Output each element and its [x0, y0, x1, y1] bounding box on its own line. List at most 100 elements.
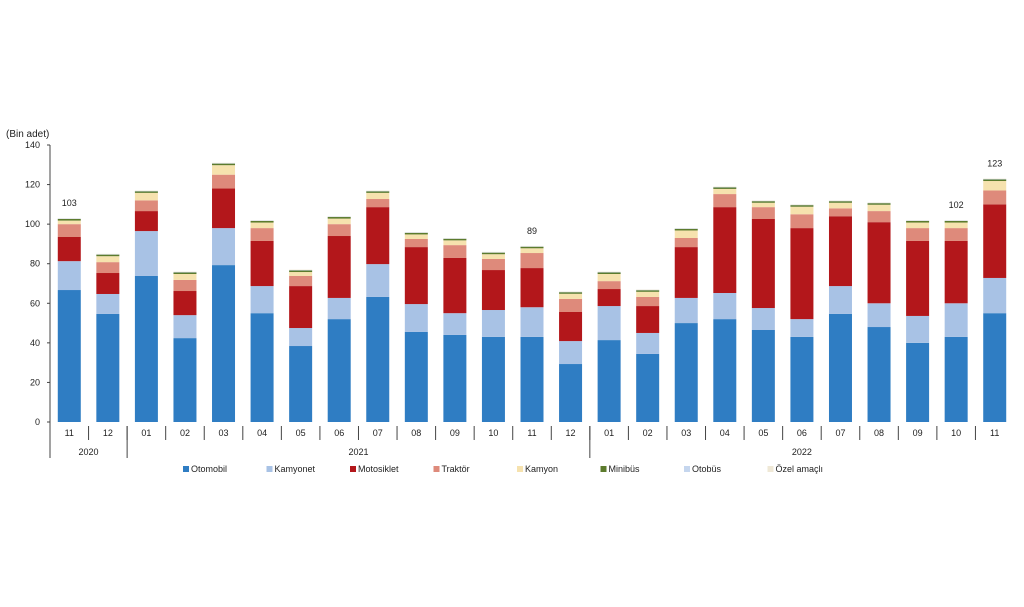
bar-segment-kamyonet [713, 292, 737, 320]
y-tick-label: 40 [30, 338, 40, 348]
y-tick-label: 120 [25, 180, 40, 190]
bar-segment-trakt-r [327, 224, 351, 237]
data-label: 123 [987, 159, 1002, 169]
bar-segment-minib-s [983, 179, 1007, 182]
legend-label: Kamyon [525, 464, 558, 474]
bar-segment-trakt-r [404, 238, 428, 248]
bar-segment-motosiklet [212, 188, 236, 229]
bar-segment-otomobil [96, 313, 120, 422]
bar-segment-trakt-r [867, 211, 891, 223]
bar-segment-otomobil [559, 364, 583, 422]
bar-segment-motosiklet [559, 311, 583, 342]
bar-segment-otomobil [983, 313, 1007, 422]
bar-segment-minib-s [713, 187, 737, 189]
bar-segment-kamyonet [327, 297, 351, 320]
bar-segment-otomobil [828, 313, 852, 422]
bar-segment-trakt-r [520, 253, 544, 269]
bar-segment-kamyon [674, 230, 698, 238]
data-label: 89 [527, 226, 537, 236]
bar-segment-minib-s [751, 201, 775, 203]
bar-segment-trakt-r [674, 237, 698, 248]
bar-segment-trakt-r [944, 228, 968, 241]
bar-segment-motosiklet [327, 236, 351, 298]
bar-segment-minib-s [944, 220, 968, 223]
bar-segment-kamyon [481, 254, 505, 259]
bar-segment-motosiklet [983, 204, 1007, 278]
bar-segment-trakt-r [713, 194, 737, 208]
legend-label: Otobüs [692, 464, 722, 474]
bar-segment-minib-s [250, 220, 274, 223]
legend-swatch [183, 466, 189, 472]
x-tick-label: 02 [643, 428, 653, 438]
bar-segment-trakt-r [828, 208, 852, 217]
bar-segment-minib-s [674, 228, 698, 231]
x-tick-label: 01 [141, 428, 151, 438]
bar-segment-otomobil [520, 336, 544, 422]
legend-swatch [266, 466, 273, 472]
bar-segment-trakt-r [751, 207, 775, 219]
bar-segment-otomobil [597, 340, 621, 422]
legend-label: Özel amaçlı [776, 464, 824, 474]
x-tick-label: 03 [681, 428, 691, 438]
bar-segment-kamyon [713, 188, 737, 195]
legend-swatch [433, 466, 440, 472]
bar-segment-otomobil [57, 290, 81, 422]
bar-segment-kamyonet [597, 306, 621, 341]
bar-segment-kamyonet [674, 297, 698, 324]
bar-segment-kamyon [559, 293, 583, 299]
bar-segment-kamyon [134, 192, 158, 201]
bar-segment-minib-s [790, 205, 814, 207]
bar-segment-otomobil [906, 342, 930, 422]
bar-segment-kamyonet [906, 315, 930, 343]
bar-segment-motosiklet [674, 247, 698, 298]
bar-segment-kamyon [289, 272, 313, 276]
bar-segment-kamyonet [944, 303, 968, 337]
bar-segment-motosiklet [906, 240, 930, 316]
bar-segment-minib-s [597, 272, 621, 275]
bar-segment-kamyonet [751, 308, 775, 330]
bar-segment-otomobil [867, 327, 891, 422]
bar-segment-kamyon [212, 165, 236, 175]
x-tick-label: 06 [334, 428, 344, 438]
bar-segment-kamyonet [134, 231, 158, 276]
bar-segment-trakt-r [212, 174, 236, 189]
bar-segment-motosiklet [636, 306, 660, 333]
y-tick-label: 0 [35, 417, 40, 427]
x-tick-label: 09 [913, 428, 923, 438]
bar-segment-kamyonet [366, 264, 390, 297]
x-tick-label: 08 [411, 428, 421, 438]
x-tick-label: 11 [527, 428, 536, 438]
bar-segment-otomobil [636, 353, 660, 422]
bar-segment-motosiklet [520, 268, 544, 308]
bar-segment-kamyonet [983, 277, 1007, 314]
bar-segment-otomobil [790, 336, 814, 422]
bar-segment-motosiklet [828, 216, 852, 287]
bar-segment-otomobil [713, 319, 737, 422]
year-label: 2021 [348, 447, 368, 457]
x-tick-label: 06 [797, 428, 807, 438]
bar-segment-motosiklet [944, 240, 968, 304]
y-tick-label: 60 [30, 298, 40, 308]
x-tick-label: 05 [758, 428, 768, 438]
bar-segment-kamyonet [636, 332, 660, 354]
x-tick-label: 04 [257, 428, 267, 438]
x-tick-label: 12 [103, 428, 113, 438]
bar-segment-trakt-r [790, 214, 814, 229]
bar-segment-trakt-r [289, 275, 313, 287]
axes: 02 04 06 08 0 100 12 01 40 [25, 140, 976, 458]
bar-segment-minib-s [173, 272, 197, 275]
bar-segment-otomobil [134, 275, 158, 422]
bar-segment-motosiklet [173, 291, 197, 316]
bar-segment-motosiklet [404, 247, 428, 305]
bar-segment-motosiklet [443, 257, 467, 314]
bar-segment-otomobil [366, 296, 390, 422]
y-tick-label: 100 [25, 219, 40, 229]
bar-segment-minib-s [559, 292, 583, 294]
bar-segment-kamyon [96, 256, 120, 263]
bar-segment-otomobil [327, 319, 351, 422]
bar-segment-kamyon [173, 274, 197, 280]
bar-segment-trakt-r [173, 279, 197, 292]
legend-label: Otomobil [191, 464, 227, 474]
x-tick-label: 01 [604, 428, 614, 438]
bar-segment-minib-s [212, 163, 236, 166]
